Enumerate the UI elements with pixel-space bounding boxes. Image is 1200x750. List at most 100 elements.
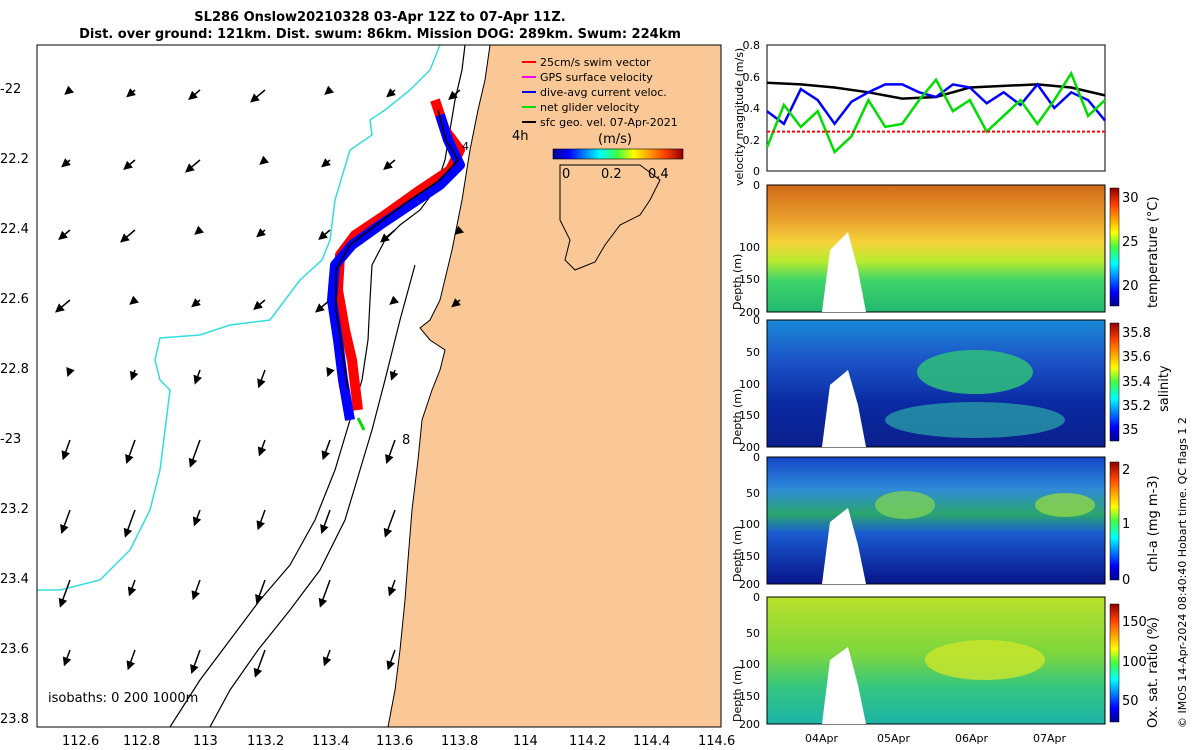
current-arrow [324, 85, 335, 95]
current-arrow [451, 298, 461, 308]
map-y-tick: 23.6 [0, 642, 29, 657]
map-x-tick: 113.4 [312, 734, 349, 749]
current-arrow [387, 579, 397, 597]
isobath-0-cyan [37, 45, 441, 591]
current-arrow [190, 649, 201, 675]
legend-label-net: net glider velocity [540, 101, 640, 114]
time-annotation-4: 4 [462, 140, 469, 153]
temp-y-tick: 150 [739, 273, 760, 286]
temperature-field [766, 184, 1106, 313]
temp-cbar-tick: 30 [1122, 191, 1139, 206]
chart-title-line-2: Dist. over ground: 121km. Dist. swum: 86… [79, 27, 681, 42]
sal-y-tick: 150 [739, 409, 760, 422]
current-arrow [194, 225, 205, 235]
vel-y-tick: 0 [753, 165, 760, 178]
current-arrow [256, 509, 266, 531]
glider-net-velocity [356, 417, 366, 431]
map-x-axis: 112.6 112.8 113 113.2 113.4 113.6 113.8 … [62, 734, 735, 749]
velocity-line-net-glider [765, 70, 1106, 155]
velocity-panel: 0.8 0.6 0.4 0.2 0 velocity magnitude (m/… [733, 39, 1106, 186]
glider-track-black [335, 109, 459, 391]
map-y-tick: -23 [0, 432, 21, 447]
map-x-tick: 114.4 [633, 734, 670, 749]
current-arrow [129, 369, 139, 381]
map-frame [36, 44, 722, 728]
legend-label-swim: 25cm/s swim vector [540, 56, 651, 69]
time-x-tick: 04Apr [805, 732, 839, 745]
salinity-cbar-label: salinity [1157, 365, 1172, 412]
current-arrow [126, 88, 136, 98]
colorbar-tick-0.2: 0.2 [601, 167, 622, 182]
chl-cbar-tick: 1 [1122, 517, 1130, 532]
current-arrow [454, 225, 465, 235]
current-arrow [383, 509, 396, 538]
chl-data-gap [822, 508, 866, 584]
chl-cbar-label: chl-a (mg m-3) [1146, 475, 1161, 572]
colorbar-tick-0.4: 0.4 [648, 167, 669, 182]
current-arrow [380, 229, 396, 243]
map-x-tick: 113.6 [376, 734, 413, 749]
current-arrow [259, 155, 270, 165]
current-arrow [127, 579, 137, 597]
current-arrow [191, 298, 201, 308]
vel-y-tick: 0.6 [743, 71, 761, 84]
salinity-ylabel: Depth (m) [731, 389, 744, 445]
map-y-tick: 23.2 [0, 502, 29, 517]
current-arrow [193, 369, 202, 385]
current-arrow [61, 158, 71, 168]
vel-y-tick: 0.4 [743, 102, 761, 115]
chl-panel: 2 1 0 chl-a (mg m-3) Depth (m) 0 50 100 … [731, 451, 1161, 591]
current-arrow [62, 649, 72, 667]
oxygen-high-patch [925, 640, 1045, 680]
sal-y-tick: 200 [739, 441, 760, 454]
temperature-panel: 30 25 20 temperature (°C) Depth (m) 0 10… [731, 179, 1161, 319]
sal-y-tick: 0 [753, 314, 760, 327]
copyright-note: © IMOS 14-Apr-2024 08:40:40 Hobart time.… [1176, 417, 1189, 728]
current-arrow [192, 509, 202, 527]
temp-y-tick: 0 [753, 179, 760, 192]
colorbar-gradient [552, 148, 684, 160]
temp-cbar-tick: 20 [1122, 279, 1139, 294]
legend-label-gps: GPS surface velocity [540, 71, 653, 84]
current-arrow [257, 369, 266, 389]
colorbar-unit-label: (m/s) [598, 132, 632, 147]
current-arrow [257, 439, 267, 457]
time-annotation-4h: 4h [512, 129, 529, 144]
chl-colorbar [1109, 461, 1120, 581]
colorbar-tick-0: 0 [562, 167, 570, 182]
oxygen-data-gap [822, 647, 866, 724]
map-x-tick: 114 [513, 734, 538, 749]
current-arrow [318, 579, 331, 608]
vel-y-tick: 0.8 [743, 39, 761, 52]
temp-y-tick: 200 [739, 306, 760, 319]
chart-title-line-1: SL286 Onslow20210328 03-Apr 12Z to 07-Ap… [194, 10, 566, 25]
current-arrow [255, 579, 266, 605]
current-arrow [129, 295, 140, 305]
current-arrow [253, 299, 266, 310]
current-arrow [322, 649, 332, 667]
current-arrow [321, 158, 331, 168]
current-arrow [320, 509, 331, 535]
chl-y-tick: 0 [753, 451, 760, 464]
isobath-1000 [209, 264, 416, 727]
current-arrow [123, 509, 136, 538]
temp-y-tick: 100 [739, 241, 760, 254]
time-x-tick: 05Apr [877, 732, 911, 745]
temperature-data-gap [822, 232, 866, 312]
current-arrow [385, 439, 396, 465]
map-x-tick: 114.2 [569, 734, 606, 749]
chl-ylabel: Depth (m) [731, 526, 744, 582]
current-arrow [61, 439, 71, 461]
current-arrow [383, 159, 396, 170]
map-x-tick: 113 [193, 734, 218, 749]
velocity-ylabel: velocity magnitude (m/s) [733, 48, 746, 186]
map-x-tick: 114.6 [698, 734, 735, 749]
sal-cbar-tick: 35.4 [1122, 375, 1151, 390]
chl-y-tick: 150 [739, 550, 760, 563]
chl-cbar-tick: 0 [1122, 573, 1130, 588]
current-arrow [448, 89, 461, 100]
map-y-tick: -22 [0, 82, 21, 97]
chl-y-tick: 50 [746, 487, 760, 500]
map-y-tick: 23.4 [0, 572, 29, 587]
